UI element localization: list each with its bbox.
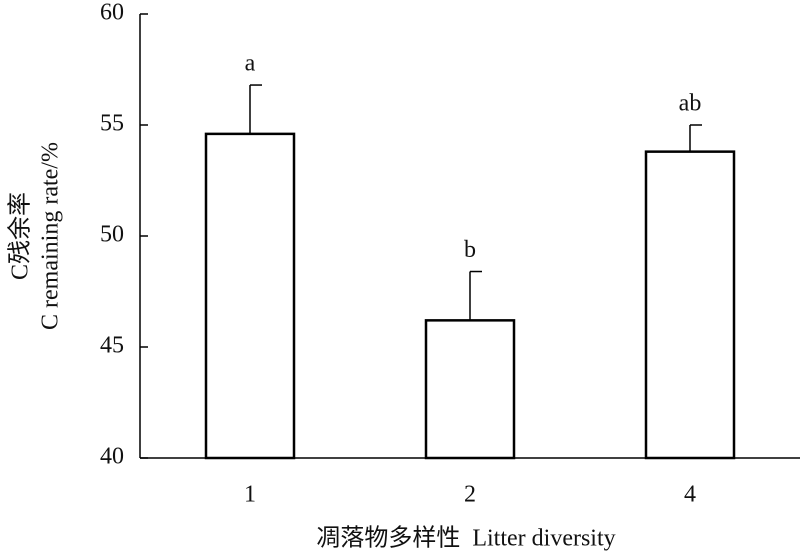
y-tick-label: 60 — [100, 0, 124, 26]
y-axis-label: C remaining rate/% — [38, 142, 64, 330]
x-tick-label: 2 — [464, 482, 476, 508]
x-tick-label: 1 — [244, 482, 256, 508]
y-tick-label: 40 — [100, 444, 124, 470]
bar — [204, 132, 296, 460]
x-tick-label: 4 — [684, 482, 696, 508]
y-tick-label: 50 — [100, 222, 124, 248]
bar — [424, 319, 516, 460]
y-axis-label: C残余率 — [7, 192, 34, 280]
x-axis-label: 凋落物多样性 Litter diversity — [316, 525, 615, 552]
y-tick-label: 55 — [100, 111, 124, 137]
significance-label: a — [245, 51, 256, 77]
significance-label: b — [464, 237, 476, 263]
significance-label: ab — [679, 91, 702, 117]
bar — [644, 150, 736, 460]
y-tick-label: 45 — [100, 333, 124, 359]
